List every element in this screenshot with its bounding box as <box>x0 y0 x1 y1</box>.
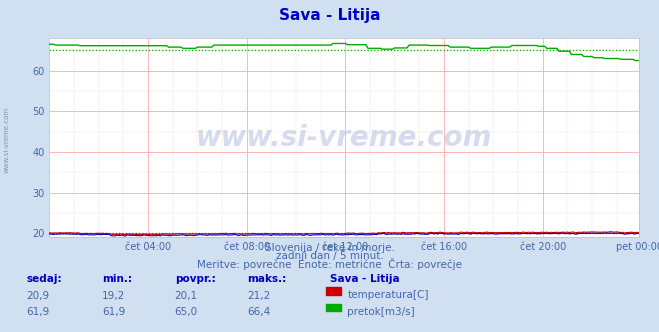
Text: 61,9: 61,9 <box>26 307 49 317</box>
Text: 61,9: 61,9 <box>102 307 125 317</box>
Text: povpr.:: povpr.: <box>175 274 215 284</box>
Text: min.:: min.: <box>102 274 132 284</box>
Text: sedaj:: sedaj: <box>26 274 62 284</box>
Text: temperatura[C]: temperatura[C] <box>347 290 429 300</box>
Text: pretok[m3/s]: pretok[m3/s] <box>347 307 415 317</box>
Text: 20,9: 20,9 <box>26 290 49 300</box>
Text: maks.:: maks.: <box>247 274 287 284</box>
Text: 20,1: 20,1 <box>175 290 198 300</box>
Text: 19,2: 19,2 <box>102 290 125 300</box>
Text: Slovenija / reke in morje.: Slovenija / reke in morje. <box>264 243 395 253</box>
Text: www.si-vreme.com: www.si-vreme.com <box>196 124 492 152</box>
Text: Meritve: povrečne  Enote: metrične  Črta: povrečje: Meritve: povrečne Enote: metrične Črta: … <box>197 258 462 270</box>
Text: Sava - Litija: Sava - Litija <box>279 8 380 23</box>
Text: 66,4: 66,4 <box>247 307 270 317</box>
Text: Sava - Litija: Sava - Litija <box>330 274 399 284</box>
Text: zadnji dan / 5 minut.: zadnji dan / 5 minut. <box>275 251 384 261</box>
Text: www.si-vreme.com: www.si-vreme.com <box>3 106 10 173</box>
Text: 21,2: 21,2 <box>247 290 270 300</box>
Text: 65,0: 65,0 <box>175 307 198 317</box>
